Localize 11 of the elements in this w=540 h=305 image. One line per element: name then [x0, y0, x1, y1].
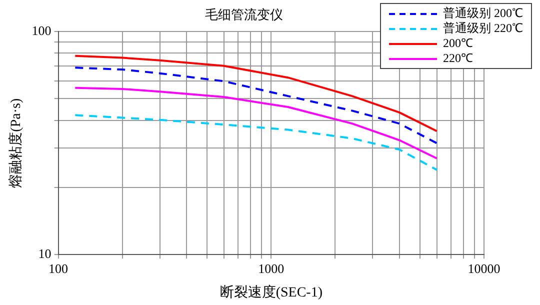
- x-tick-label: 10000: [468, 260, 500, 276]
- x-tick-label: 100: [48, 260, 68, 276]
- x-axis-title: 断裂速度(SEC-1): [220, 284, 323, 300]
- y-tick-label: 10: [38, 246, 52, 262]
- legend-label: 200℃: [443, 36, 473, 51]
- legend-label: 普通级别 220℃: [443, 21, 523, 36]
- chart-title: 毛细管流变仪: [205, 7, 283, 22]
- y-axis-title: 熔融粘度(Pa·s): [8, 98, 24, 188]
- legend-label: 220℃: [443, 51, 473, 66]
- x-tick-label: 1000: [258, 260, 284, 276]
- legend-label: 普通级别 200℃: [443, 6, 523, 21]
